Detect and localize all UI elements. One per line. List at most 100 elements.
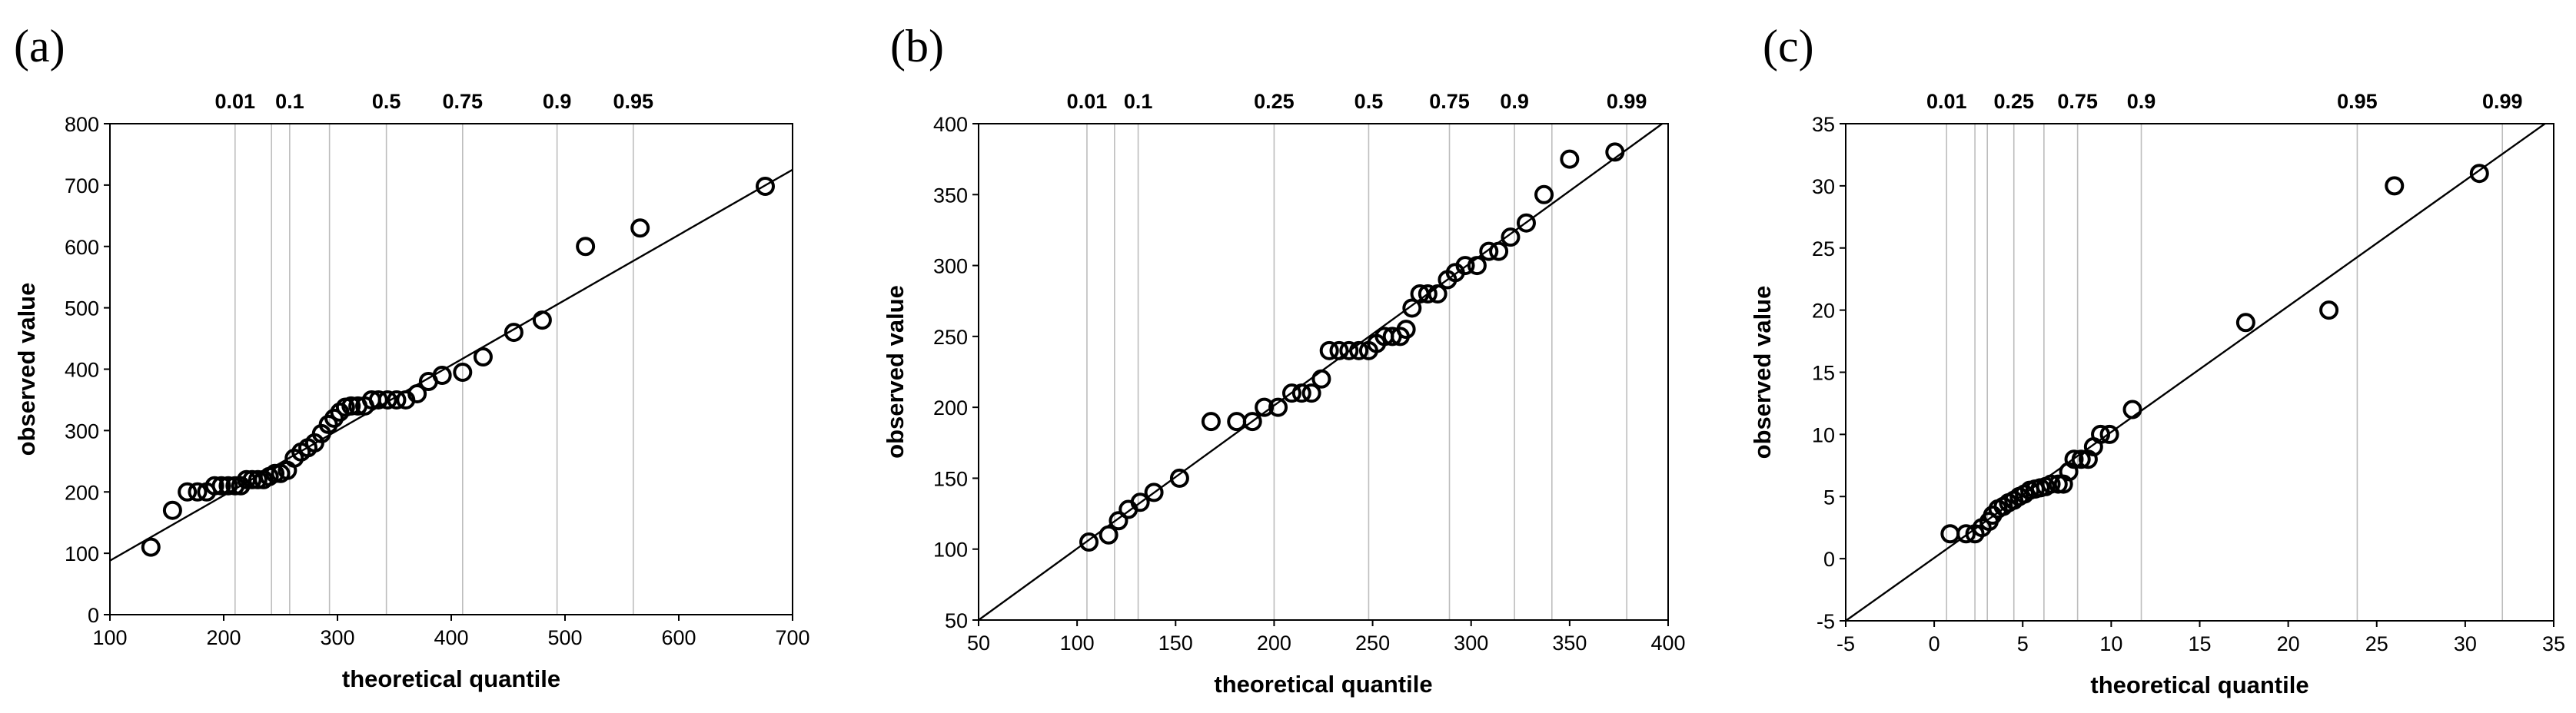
y-tick-label: 400 — [65, 359, 99, 382]
panel-label: (a) — [14, 21, 65, 71]
data-point — [204, 476, 224, 496]
y-tick-label: 400 — [933, 113, 968, 136]
data-point — [1418, 284, 1438, 303]
y-tick-label: 200 — [65, 481, 99, 504]
data-point — [755, 176, 775, 196]
data-point — [1144, 483, 1164, 502]
probability-label: 0.25 — [1254, 90, 1295, 113]
data-point — [453, 362, 473, 382]
x-tick-label: 30 — [2454, 632, 2477, 655]
data-point — [1311, 369, 1331, 389]
probability-label: 0.1 — [1124, 90, 1153, 113]
probability-label: 0.01 — [1926, 90, 1967, 113]
data-point — [1169, 468, 1189, 488]
data-point — [2064, 449, 2084, 469]
data-point — [265, 463, 285, 483]
y-tick-label: 100 — [933, 539, 968, 562]
data-point — [1489, 241, 1509, 261]
data-point — [218, 476, 238, 496]
y-tick-label: 10 — [1812, 423, 1835, 446]
plot-frame — [978, 123, 1669, 621]
probability-label: 0.01 — [215, 90, 256, 113]
x-tick-label: 50 — [967, 632, 990, 655]
x-tick-label: 300 — [320, 626, 354, 649]
y-axis-title: observed value — [882, 285, 909, 459]
data-point — [2099, 424, 2119, 444]
data-point — [1319, 340, 1339, 360]
data-point — [1201, 412, 1221, 432]
x-tick-label: 600 — [661, 626, 696, 649]
x-tick-label: 20 — [2277, 632, 2300, 655]
probability-label: 0.9 — [543, 90, 572, 113]
data-point — [1410, 284, 1430, 303]
panel-label: (c) — [1763, 21, 1814, 71]
x-tick-label: -5 — [1836, 632, 1855, 655]
data-point — [162, 500, 182, 520]
y-tick-label: 15 — [1812, 362, 1835, 385]
y-tick-label: 200 — [933, 396, 968, 420]
probability-label: 0.9 — [1500, 90, 1529, 113]
x-tick-label: 400 — [1650, 632, 1685, 655]
y-tick-label: 25 — [1812, 237, 1835, 260]
data-point — [1479, 241, 1499, 261]
data-point — [432, 365, 452, 385]
data-point — [1349, 340, 1369, 360]
data-point — [2071, 449, 2091, 469]
data-point — [188, 482, 208, 502]
data-point — [377, 390, 397, 410]
y-axis-title: observed value — [1749, 286, 1776, 459]
data-point — [387, 390, 407, 410]
data-point — [2385, 176, 2405, 196]
x-tick-label: 500 — [547, 626, 582, 649]
x-tick-label: 300 — [1454, 632, 1488, 655]
chart-panel-3: (c) 0.01 0.25 0.75 0.9 0.95 0.99 -5 0 5 10 15 20 25 30… — [1749, 21, 2565, 698]
data-point — [1099, 525, 1118, 545]
x-tick-label: 100 — [92, 626, 127, 649]
data-point — [473, 347, 493, 367]
x-tick-label: 15 — [2188, 632, 2211, 655]
x-axis-title: theoretical quantile — [1214, 671, 1432, 698]
chart-panel-2: (b) 0.01 0.1 0.25 0.5 0.75 0.9 0.99 50 100 150 200 2… — [882, 21, 1686, 698]
y-tick-label: 50 — [945, 609, 968, 632]
y-tick-label: 600 — [65, 236, 99, 259]
probability-label: 0.99 — [2482, 90, 2523, 113]
data-point — [2091, 424, 2111, 444]
data-point — [407, 383, 427, 403]
x-tick-label: 150 — [1158, 632, 1193, 655]
data-point — [1329, 340, 1349, 360]
data-point — [1268, 397, 1288, 417]
plot-area — [1846, 124, 2547, 621]
y-tick-label: 35 — [1812, 113, 1835, 136]
data-point — [1242, 412, 1262, 432]
data-point — [341, 396, 361, 416]
y-tick-label: 5 — [1823, 486, 1835, 509]
data-point — [532, 310, 552, 330]
data-point — [1428, 284, 1448, 303]
data-point — [141, 537, 161, 557]
data-point — [178, 482, 198, 502]
data-point — [1109, 511, 1128, 531]
y-tick-label: 20 — [1812, 300, 1835, 323]
y-tick-label: 100 — [65, 542, 99, 565]
probability-label: 0.9 — [2127, 90, 2156, 113]
data-point — [2235, 313, 2255, 333]
data-point — [1956, 524, 1976, 544]
data-point — [1291, 383, 1311, 403]
data-point — [2048, 474, 2068, 494]
plot-frame — [109, 123, 793, 615]
x-tick-label: 25 — [2365, 632, 2388, 655]
x-tick-label: 250 — [1355, 632, 1390, 655]
probability-label: 0.5 — [372, 90, 401, 113]
y-tick-label: 30 — [1812, 175, 1835, 198]
reference-line — [1846, 124, 2547, 621]
data-point — [1301, 383, 1321, 403]
x-tick-label: 200 — [206, 626, 241, 649]
data-point — [2469, 164, 2489, 184]
data-point — [2122, 400, 2142, 420]
x-tick-label: 10 — [2099, 632, 2122, 655]
x-tick-label: 700 — [775, 626, 809, 649]
y-tick-label: 300 — [65, 420, 99, 443]
y-tick-label: 0 — [88, 604, 99, 627]
x-tick-label: 350 — [1552, 632, 1587, 655]
